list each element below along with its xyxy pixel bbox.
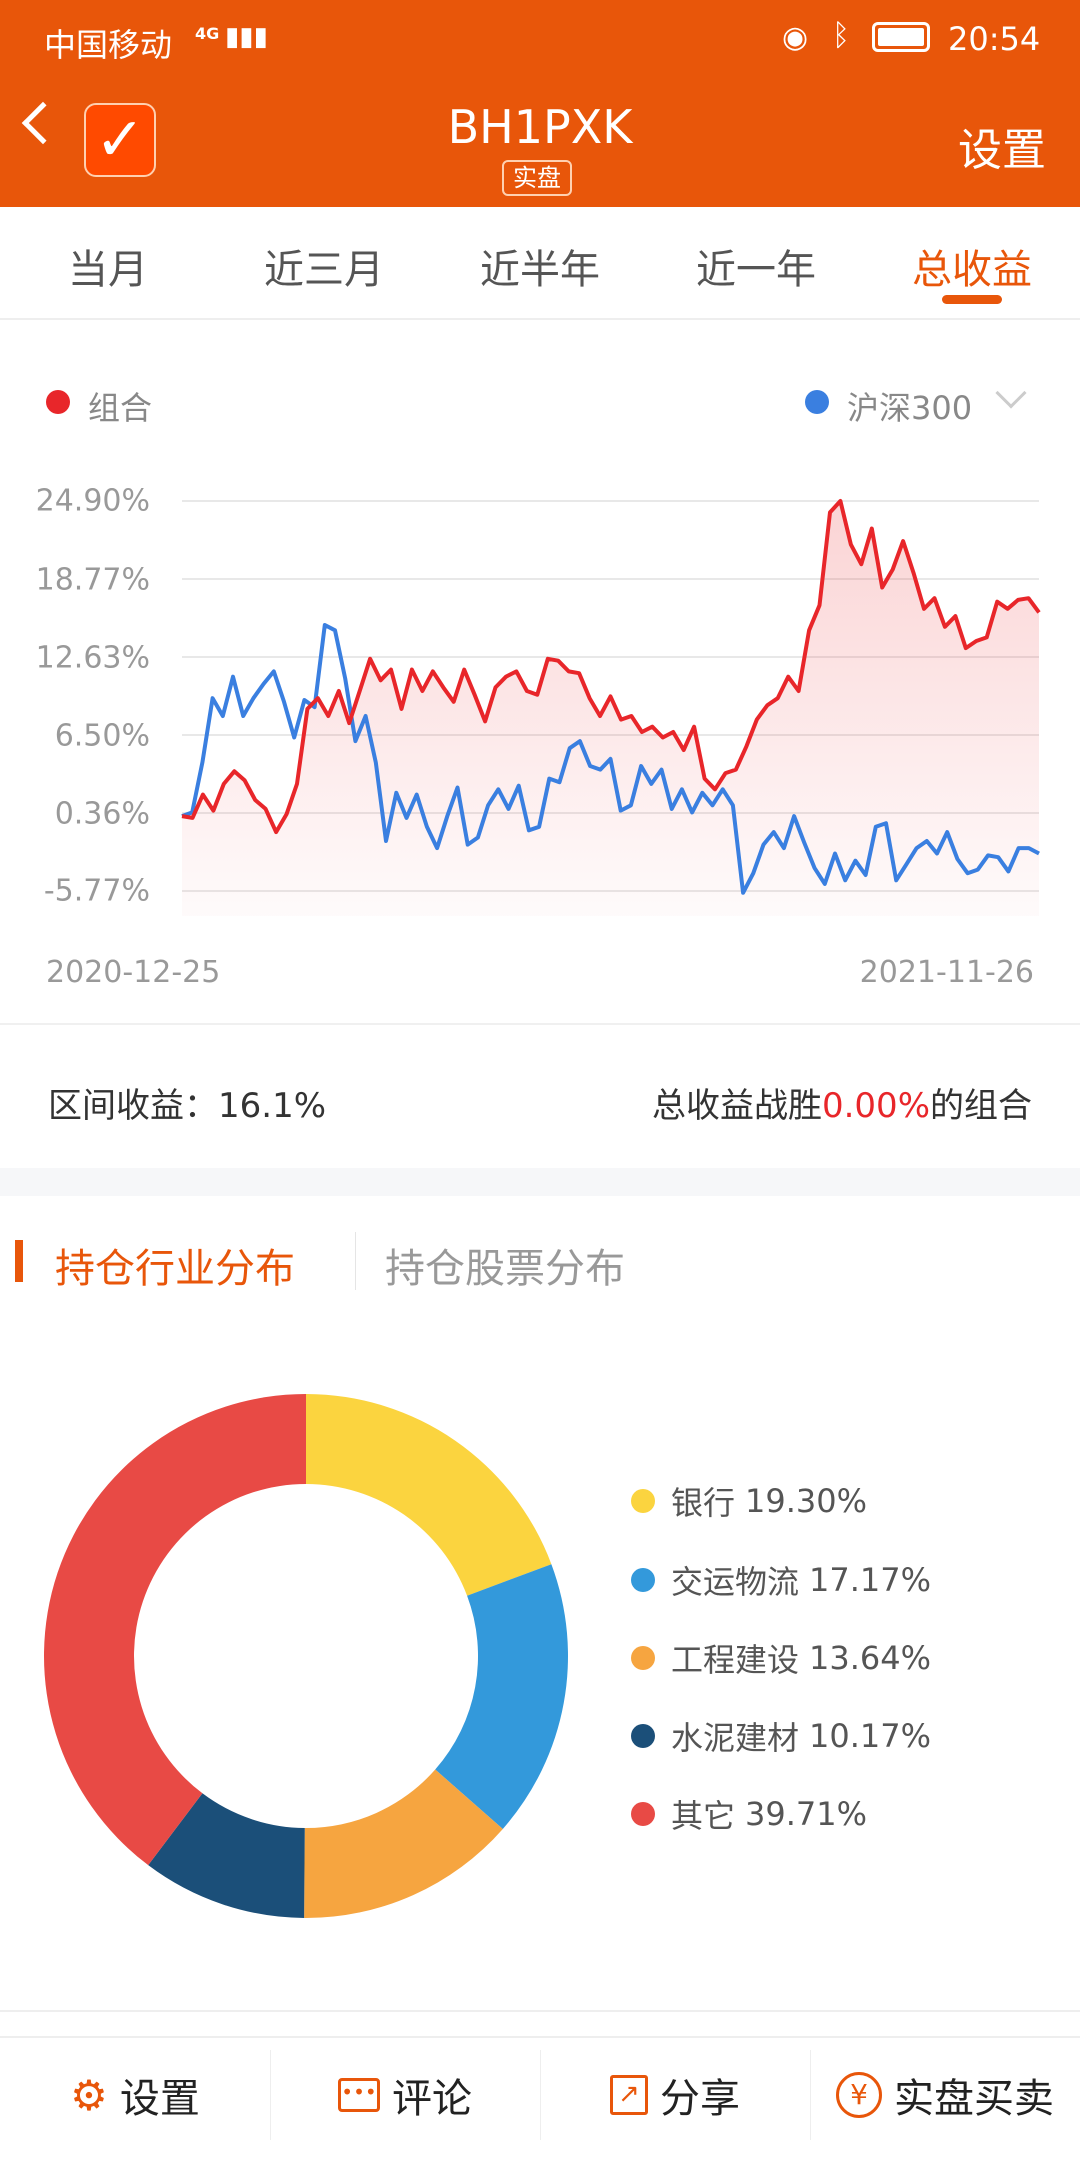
battery-icon bbox=[872, 22, 930, 52]
bottom-settings-label: 设置 bbox=[119, 2076, 200, 2122]
legend-item: 水泥建材 10.17% bbox=[631, 1713, 931, 1759]
tab-industry-distribution[interactable]: 持仓行业分布 bbox=[55, 1246, 295, 1292]
benchmark-selector[interactable]: 沪深300 bbox=[847, 389, 973, 427]
donut-slice bbox=[304, 1769, 503, 1918]
tab-month[interactable]: 当月 bbox=[68, 247, 148, 293]
network-label: 4G bbox=[195, 24, 220, 43]
y-tick-label: 0.36% bbox=[54, 796, 150, 832]
bluetooth-icon: ᛒ bbox=[832, 18, 850, 53]
legend-dot bbox=[631, 1646, 655, 1670]
bottom-comment-label: 评论 bbox=[392, 2076, 472, 2122]
page-title: BH1PXK bbox=[447, 100, 633, 154]
legend-dot bbox=[631, 1489, 655, 1513]
carrier-label: 中国移动 bbox=[44, 26, 173, 64]
gear-icon: ⚙ bbox=[70, 2070, 108, 2120]
legend-pct: 39.71% bbox=[745, 1795, 868, 1833]
y-tick-label: 12.63% bbox=[35, 640, 150, 676]
legend-label: 工程建设 bbox=[671, 1641, 800, 1679]
legend-pct: 10.17% bbox=[809, 1717, 932, 1755]
legend-portfolio: 组合 bbox=[88, 389, 153, 427]
tab-3-months[interactable]: 近三月 bbox=[264, 247, 384, 293]
bottom-trade-label: 实盘买卖 bbox=[894, 2076, 1054, 2122]
x-end-date: 2021-11-26 bbox=[859, 955, 1034, 990]
range-return-label: 区间收益： bbox=[48, 1086, 218, 1126]
bottom-bar-border bbox=[0, 2036, 1080, 2038]
separator bbox=[270, 2050, 271, 2140]
y-tick-label: 6.50% bbox=[54, 718, 150, 754]
settings-button[interactable]: 设置 bbox=[958, 125, 1046, 176]
tab-total-return[interactable]: 总收益 bbox=[864, 207, 1080, 318]
eye-icon: ◉ bbox=[782, 20, 809, 55]
donut-slice bbox=[148, 1793, 305, 1918]
bottom-comment-button[interactable]: ••• 评论 bbox=[270, 2040, 540, 2150]
bottom-settings-button[interactable]: ⚙ 设置 bbox=[0, 2040, 270, 2150]
legend-pct: 17.17% bbox=[809, 1561, 932, 1599]
return-chart[interactable] bbox=[0, 480, 1080, 930]
x-start-date: 2020-12-25 bbox=[46, 955, 221, 990]
signal-icon: ▮▮▮ bbox=[225, 22, 268, 52]
tab-one-year[interactable]: 近一年 bbox=[696, 247, 816, 293]
portfolio-line bbox=[181, 499, 1041, 835]
period-tabs: 当月 近三月 近半年 近一年 总收益 bbox=[0, 207, 1080, 320]
y-tick-label: 18.77% bbox=[35, 562, 150, 598]
donut-slice bbox=[435, 1564, 568, 1829]
beat-ratio: 总收益战胜0.00%的组合 bbox=[652, 1078, 1032, 1127]
legend-label: 其它 bbox=[671, 1797, 736, 1835]
tab-divider bbox=[355, 1232, 356, 1290]
chevron-down-icon[interactable] bbox=[995, 377, 1027, 409]
beat-prefix: 总收益战胜 bbox=[651, 1086, 822, 1126]
clock: 20:54 bbox=[948, 20, 1041, 58]
bottom-share-button[interactable]: ↗ 分享 bbox=[540, 2040, 810, 2150]
legend-label: 水泥建材 bbox=[671, 1719, 800, 1757]
section-indicator bbox=[15, 1240, 23, 1282]
portfolio-check-icon: ✓ bbox=[84, 103, 156, 177]
divider bbox=[0, 1023, 1080, 1025]
range-return: 区间收益：16.1% bbox=[48, 1078, 326, 1127]
benchmark-line bbox=[181, 623, 1040, 895]
beat-suffix: 的组合 bbox=[930, 1086, 1032, 1126]
legend-dot-portfolio bbox=[46, 390, 70, 414]
share-icon: ↗ bbox=[610, 2075, 648, 2115]
live-badge: 实盘 bbox=[502, 160, 572, 196]
divider bbox=[0, 2010, 1080, 2012]
bottom-share-label: 分享 bbox=[660, 2076, 740, 2122]
comment-icon: ••• bbox=[338, 2078, 380, 2112]
tab-half-year[interactable]: 近半年 bbox=[480, 247, 600, 293]
legend-pct: 19.30% bbox=[745, 1482, 868, 1520]
legend-pct: 13.64% bbox=[809, 1639, 932, 1677]
legend-item: 其它 39.71% bbox=[631, 1791, 867, 1837]
legend-item: 交运物流 17.17% bbox=[631, 1557, 931, 1603]
portfolio-area bbox=[182, 501, 1039, 916]
separator bbox=[810, 2050, 811, 2140]
legend-item: 工程建设 13.64% bbox=[631, 1635, 931, 1681]
beat-value: 0.00% bbox=[821, 1086, 930, 1126]
yuan-icon: ¥ bbox=[836, 2072, 882, 2118]
legend-dot bbox=[631, 1802, 655, 1826]
section-gap bbox=[0, 1168, 1080, 1196]
legend-dot-benchmark bbox=[805, 390, 829, 414]
industry-donut-chart bbox=[43, 1394, 568, 1918]
legend-label: 银行 bbox=[671, 1484, 736, 1522]
donut-slice bbox=[43, 1394, 307, 1866]
legend-item: 银行 19.30% bbox=[631, 1478, 867, 1524]
y-tick-label: 24.90% bbox=[35, 483, 150, 519]
legend-label: 交运物流 bbox=[671, 1563, 800, 1601]
y-tick-label: -5.77% bbox=[43, 873, 150, 909]
donut-slice bbox=[306, 1394, 552, 1596]
legend-dot bbox=[631, 1724, 655, 1748]
app-header: 中国移动 4G ▮▮▮ ◉ ᛒ 20:54 ✓ BH1PXK 实盘 设置 bbox=[0, 0, 1080, 207]
legend-dot bbox=[631, 1568, 655, 1592]
separator bbox=[540, 2050, 541, 2140]
range-return-value: 16.1% bbox=[218, 1086, 327, 1126]
tab-stock-distribution[interactable]: 持仓股票分布 bbox=[385, 1246, 625, 1292]
bottom-trade-button[interactable]: ¥ 实盘买卖 bbox=[810, 2040, 1080, 2150]
